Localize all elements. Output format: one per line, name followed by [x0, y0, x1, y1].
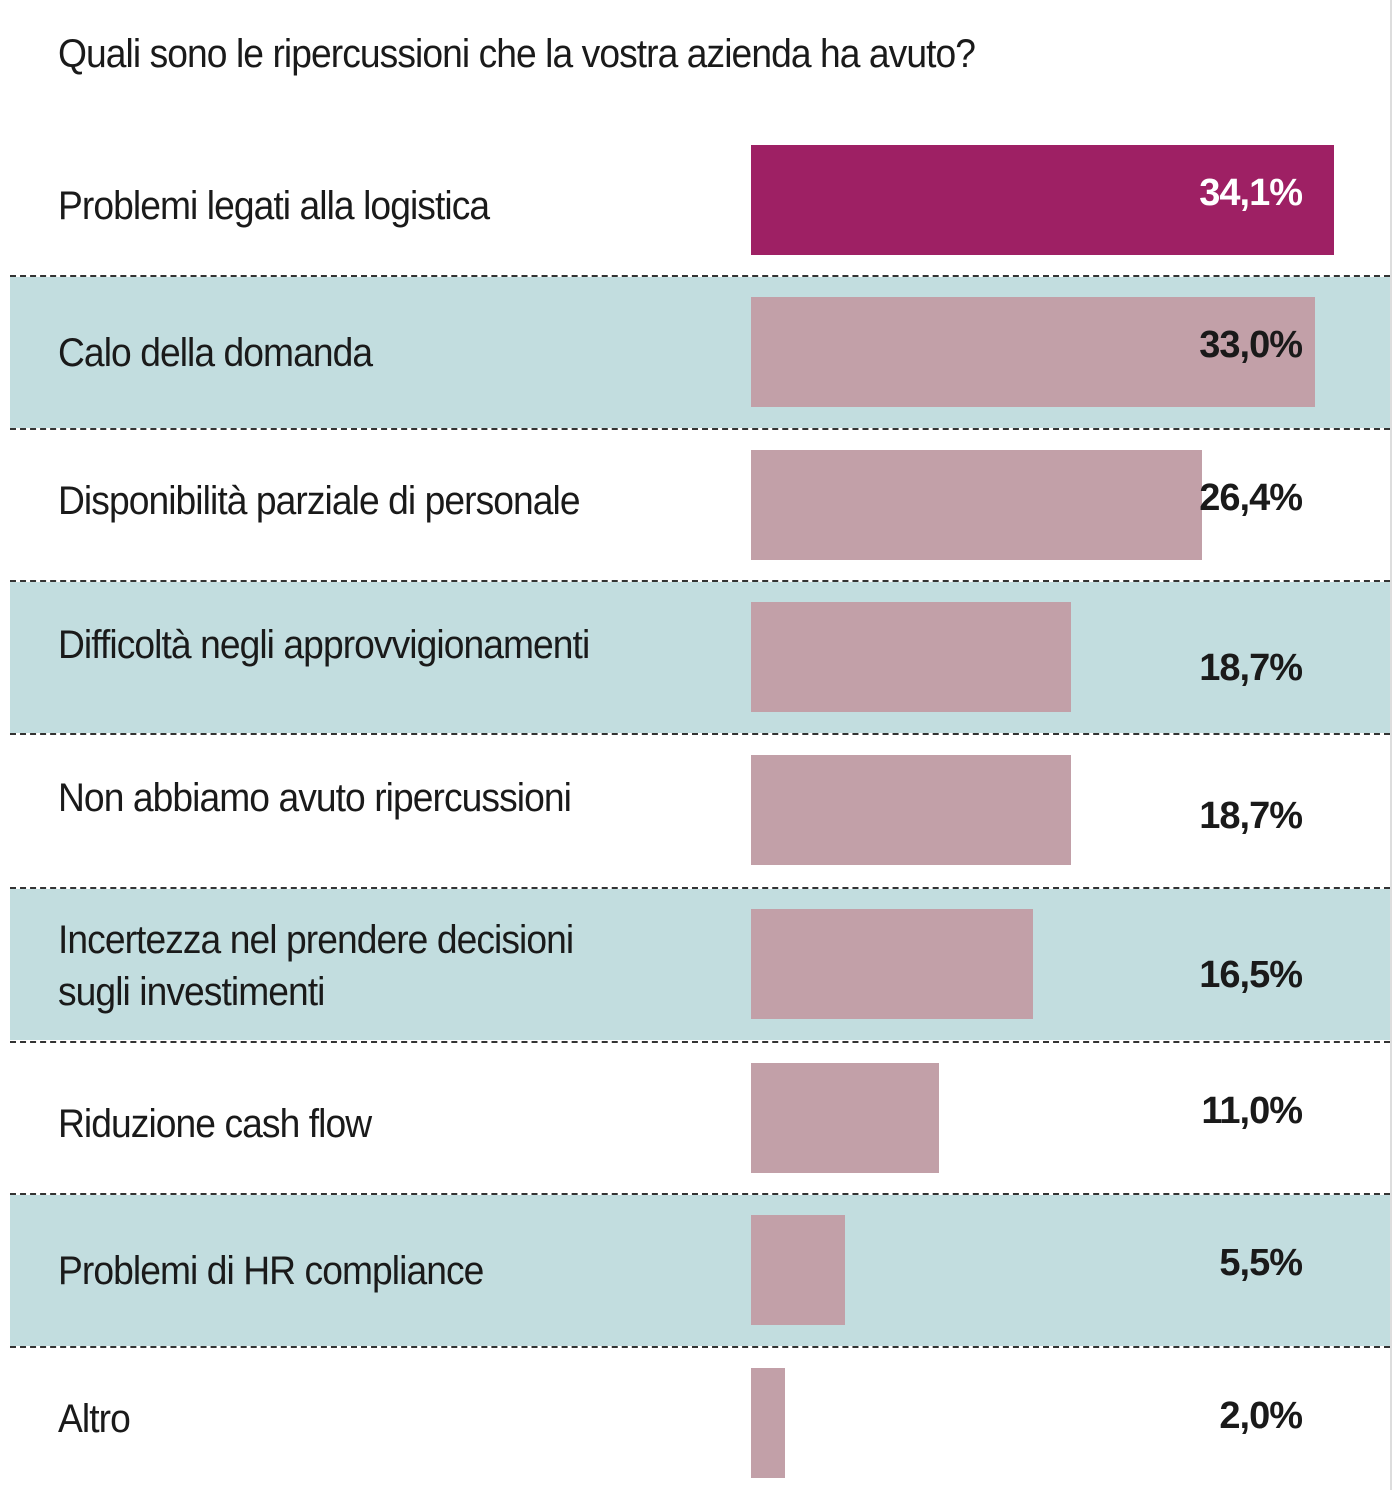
chart-row: Problemi legati alla logistica 34,1% — [10, 125, 1390, 276]
row-divider — [10, 1346, 1390, 1348]
category-label: Calo della domanda — [58, 331, 373, 375]
category-label: Problemi di HR compliance — [58, 1249, 484, 1293]
row-divider — [10, 580, 1390, 582]
value-label: 18,7% — [1199, 647, 1303, 689]
bar — [751, 1215, 846, 1325]
chart-row: Non abbiamo avuto ripercussioni 18,7% — [10, 735, 1390, 886]
bar — [751, 1063, 940, 1173]
bar — [751, 755, 1071, 865]
row-divider — [10, 275, 1390, 277]
row-divider — [10, 1041, 1390, 1043]
chart-row: Riduzione cash flow 11,0% — [10, 1043, 1390, 1194]
chart-row: Difficoltà negli approvvigionamenti 18,7% — [10, 582, 1390, 733]
value-label: 34,1% — [1199, 172, 1303, 214]
row-divider — [10, 428, 1390, 430]
chart-row: Problemi di HR compliance 5,5% — [10, 1195, 1390, 1346]
value-label: 18,7% — [1199, 795, 1303, 837]
category-label: Riduzione cash flow — [58, 1102, 372, 1146]
category-label: Difficoltà negli approvvigionamenti — [58, 623, 590, 667]
chart-row: Disponibilità parziale di personale 26,4% — [10, 430, 1390, 581]
chart-row: Altro 2,0% — [10, 1348, 1390, 1499]
right-border — [1390, 0, 1392, 1490]
bar — [751, 1368, 786, 1478]
category-label: Incertezza nel prendere decisioni sugli i… — [58, 918, 574, 1014]
chart-title: Quali sono le ripercussioni che la vostr… — [58, 32, 976, 76]
category-label: Altro — [58, 1397, 131, 1441]
value-label: 11,0% — [1201, 1090, 1303, 1132]
category-label: Problemi legati alla logistica — [58, 184, 490, 228]
chart-row: Calo della domanda 33,0% — [10, 277, 1390, 428]
bar — [751, 297, 1316, 407]
value-label: 5,5% — [1219, 1242, 1303, 1284]
bar — [751, 909, 1034, 1019]
value-label: 16,5% — [1199, 954, 1303, 996]
row-divider — [10, 733, 1390, 735]
value-label: 2,0% — [1219, 1395, 1303, 1437]
value-label: 33,0% — [1199, 324, 1303, 366]
bar — [751, 602, 1071, 712]
category-label: Disponibilità parziale di personale — [58, 479, 581, 523]
value-label: 26,4% — [1199, 477, 1303, 519]
category-label: Non abbiamo avuto ripercussioni — [58, 776, 572, 820]
chart-row: Incertezza nel prendere decisioni sugli i… — [10, 889, 1390, 1040]
row-divider — [10, 887, 1390, 889]
row-divider — [10, 1193, 1390, 1195]
bar — [751, 450, 1203, 560]
bar — [751, 145, 1335, 255]
